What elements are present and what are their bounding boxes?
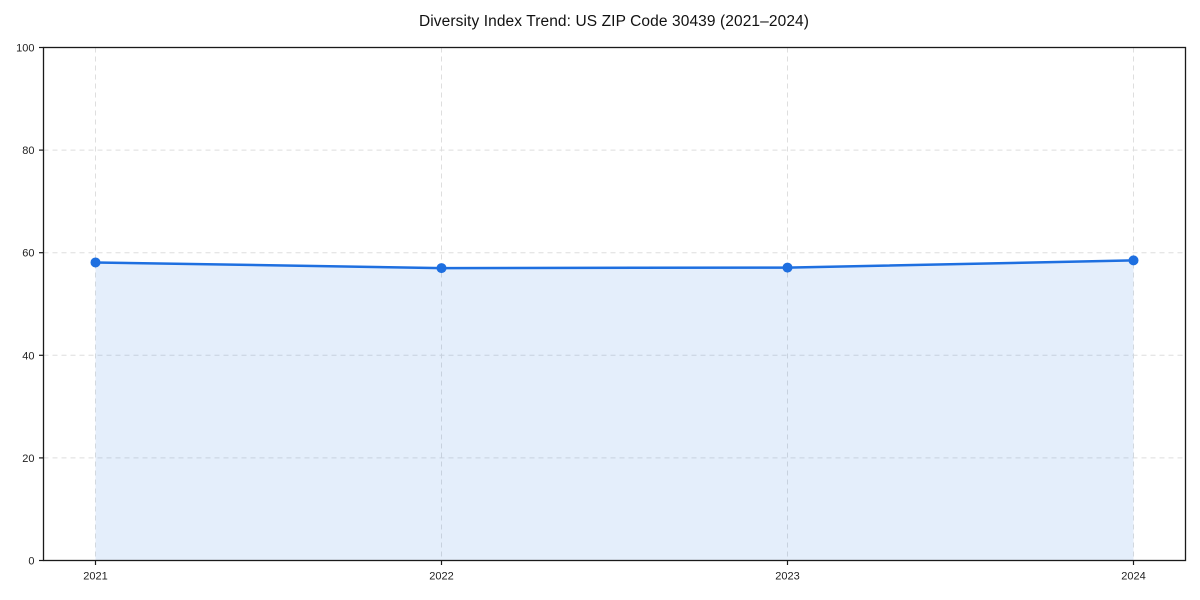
trend-line	[94, 259, 1135, 270]
data-point	[1128, 255, 1139, 266]
y-tick-label: 0	[28, 556, 34, 568]
x-tick-label: 2024	[1121, 571, 1145, 583]
y-tick-label: 20	[22, 453, 34, 465]
x-tick-label: 2021	[83, 571, 107, 583]
plot-border	[42, 46, 1187, 562]
x-tick-label: 2023	[775, 571, 799, 583]
x-tick-label: 2022	[429, 571, 453, 583]
chart-title: Diversity Index Trend: US ZIP Code 30439…	[418, 13, 810, 30]
y-tick-label: 60	[22, 248, 34, 260]
y-tick-label: 80	[22, 145, 34, 157]
y-tick-label: 100	[16, 43, 34, 55]
data-point	[782, 262, 793, 273]
data-point	[90, 257, 101, 268]
area-fill	[95, 260, 1134, 561]
y-tick-label: 40	[22, 350, 34, 362]
data-point	[436, 263, 447, 274]
